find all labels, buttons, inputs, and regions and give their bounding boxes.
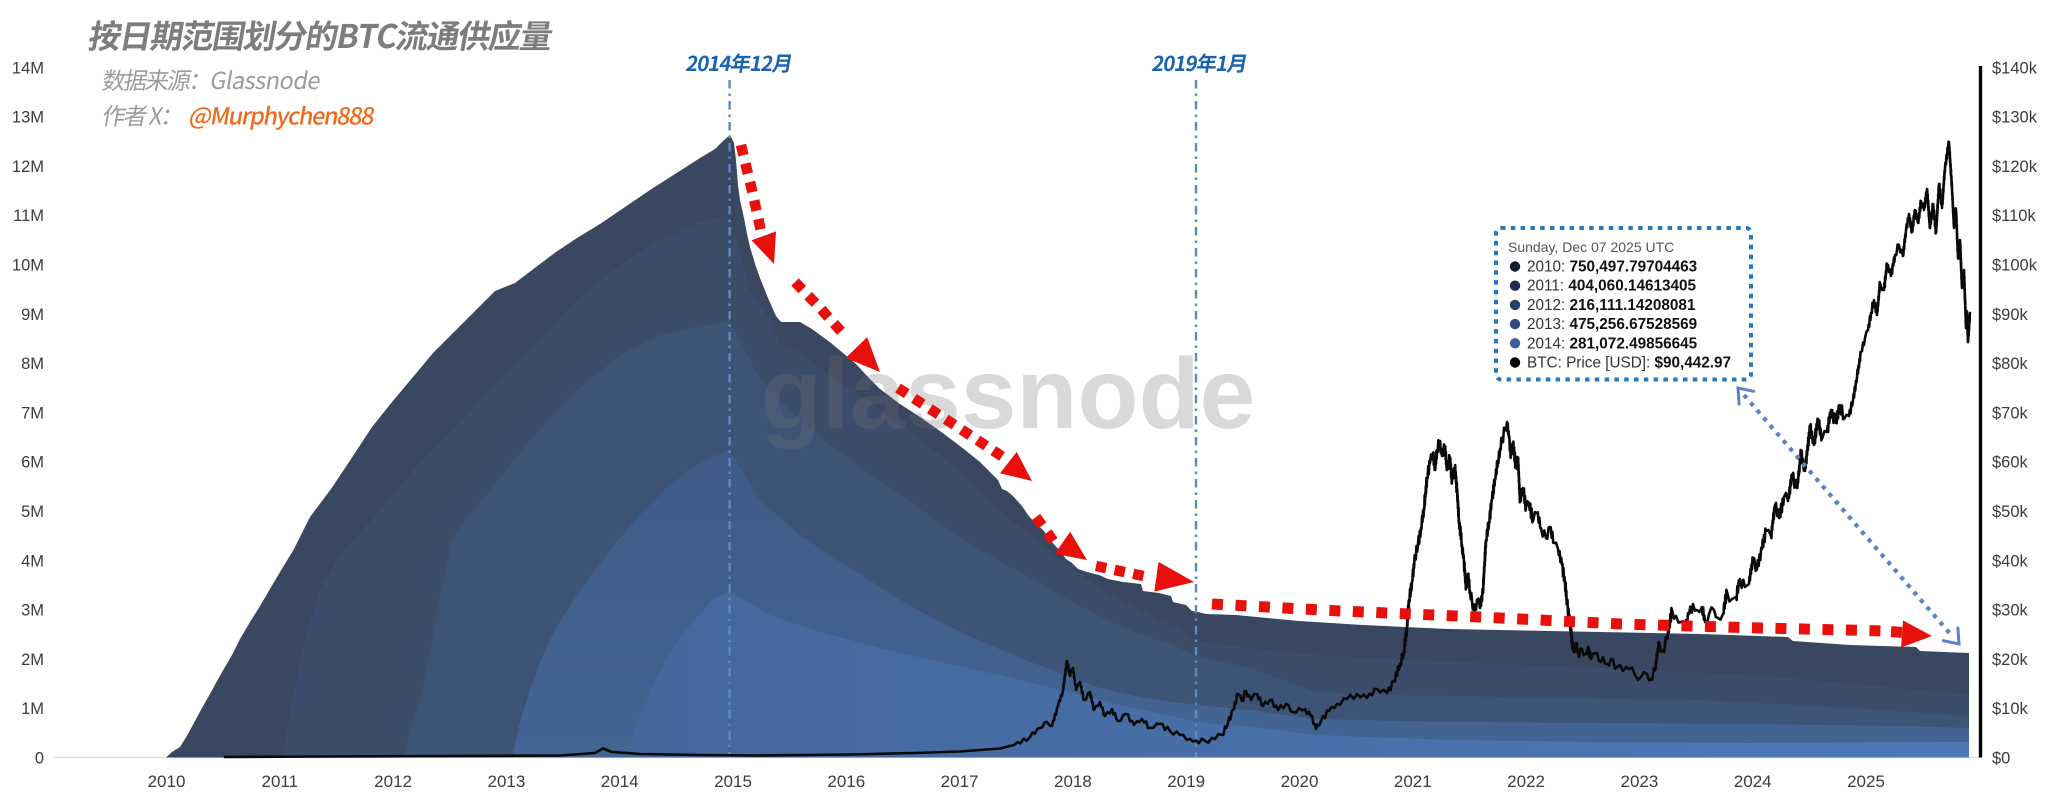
svg-text:$100k: $100k bbox=[1992, 257, 2038, 275]
svg-text:2021: 2021 bbox=[1394, 772, 1432, 791]
svg-text:3M: 3M bbox=[21, 602, 44, 620]
svg-text:$70k: $70k bbox=[1992, 404, 2029, 422]
svg-text:2016: 2016 bbox=[827, 772, 865, 791]
svg-text:11M: 11M bbox=[13, 207, 44, 225]
svg-text:14M: 14M bbox=[12, 59, 44, 77]
svg-text:2018: 2018 bbox=[1054, 772, 1092, 791]
svg-text:$140k: $140k bbox=[1992, 59, 2038, 77]
svg-text:BTC: Price [USD]: $90,442.97: BTC: Price [USD]: $90,442.97 bbox=[1527, 355, 1731, 372]
svg-text:$40k: $40k bbox=[1992, 552, 2029, 570]
svg-text:2010: 750,497.79704463: 2010: 750,497.79704463 bbox=[1527, 259, 1697, 276]
svg-text:10M: 10M bbox=[12, 257, 44, 275]
svg-text:2014: 2014 bbox=[601, 772, 639, 791]
svg-text:2022: 2022 bbox=[1507, 772, 1545, 791]
svg-text:$30k: $30k bbox=[1992, 602, 2029, 620]
svg-text:6M: 6M bbox=[21, 454, 44, 472]
svg-text:2010: 2010 bbox=[148, 772, 186, 791]
svg-text:8M: 8M bbox=[21, 355, 44, 373]
svg-text:0: 0 bbox=[35, 750, 44, 768]
svg-text:4M: 4M bbox=[21, 552, 44, 570]
svg-text:$10k: $10k bbox=[1992, 700, 2029, 718]
svg-text:1M: 1M bbox=[21, 700, 44, 718]
svg-text:$80k: $80k bbox=[1992, 355, 2029, 373]
svg-text:2012: 216,111.14208081: 2012: 216,111.14208081 bbox=[1527, 297, 1696, 314]
svg-text:2012: 2012 bbox=[374, 772, 412, 791]
svg-text:2014: 281,072.49856645: 2014: 281,072.49856645 bbox=[1527, 335, 1698, 352]
svg-text:$130k: $130k bbox=[1992, 109, 2038, 127]
svg-text:2020: 2020 bbox=[1281, 772, 1319, 791]
svg-text:13M: 13M bbox=[12, 109, 44, 127]
svg-text:$20k: $20k bbox=[1992, 651, 2029, 669]
svg-text:Sunday, Dec 07 2025 UTC: Sunday, Dec 07 2025 UTC bbox=[1508, 239, 1674, 255]
svg-text:2019: 2019 bbox=[1167, 772, 1205, 791]
svg-text:glassnode: glassnode bbox=[761, 338, 1256, 450]
svg-text:2023: 2023 bbox=[1620, 772, 1658, 791]
svg-text:$0: $0 bbox=[1992, 750, 2010, 768]
svg-text:2024: 2024 bbox=[1734, 772, 1772, 791]
svg-text:9M: 9M bbox=[21, 306, 44, 324]
svg-text:2M: 2M bbox=[21, 651, 44, 669]
svg-text:12M: 12M bbox=[12, 158, 44, 176]
svg-text:2011: 2011 bbox=[262, 772, 299, 791]
svg-text:2011: 404,060.14613405: 2011: 404,060.14613405 bbox=[1527, 278, 1697, 295]
svg-text:$50k: $50k bbox=[1992, 503, 2029, 521]
svg-text:2017: 2017 bbox=[941, 772, 979, 791]
svg-text:2013: 2013 bbox=[487, 772, 525, 791]
svg-text:2025: 2025 bbox=[1847, 772, 1885, 791]
svg-text:$110k: $110k bbox=[1992, 207, 2036, 225]
svg-text:$120k: $120k bbox=[1992, 158, 2038, 176]
svg-text:5M: 5M bbox=[21, 503, 44, 521]
svg-text:$90k: $90k bbox=[1992, 306, 2029, 324]
svg-text:$60k: $60k bbox=[1992, 454, 2029, 472]
svg-text:7M: 7M bbox=[21, 404, 44, 422]
svg-text:2015: 2015 bbox=[714, 772, 752, 791]
svg-text:2013: 475,256.67528569: 2013: 475,256.67528569 bbox=[1527, 316, 1697, 333]
